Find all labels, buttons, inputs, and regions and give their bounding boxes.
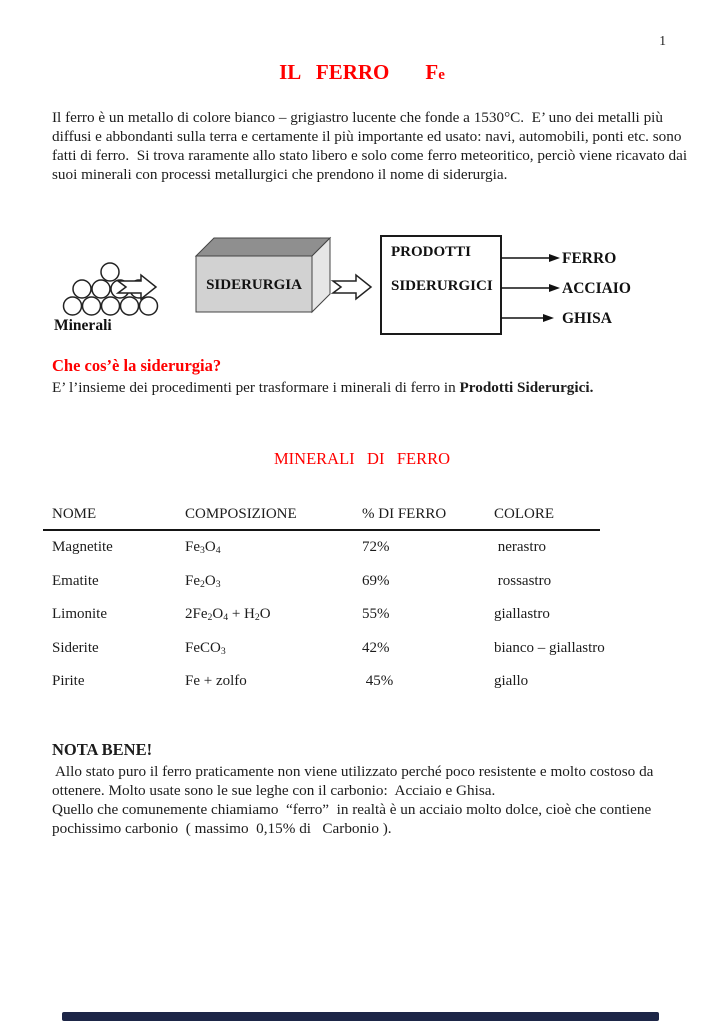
mineral-percent: 72% [362, 539, 390, 555]
mineral-color: bianco – giallastro [494, 639, 605, 656]
mineral-name: Siderite [52, 639, 99, 656]
prodotti-label-line1: PRODOTTI [391, 244, 471, 260]
prodotti-label-line2: SIDERURGICI [391, 278, 493, 294]
siderurgia-label: SIDERURGIA [206, 277, 302, 293]
mineral-color: giallo [494, 673, 529, 689]
mineral-percent: 42% [362, 639, 390, 656]
mineral-name: Pirite [52, 673, 85, 689]
col-header-composizione: COMPOSIZIONE [185, 506, 297, 522]
mineral-color: rossastro [494, 572, 552, 589]
flow-arrow-1-icon [115, 273, 158, 301]
col-header-colore: COLORE [494, 506, 554, 522]
minerals-section-heading: MINERALI DI FERRO [274, 449, 450, 468]
page-title: IL FERRO Fe [0, 60, 724, 85]
mineral-name: Limonite [52, 606, 107, 622]
output-label-acciaio: ACCIAIO [562, 280, 631, 297]
siderurgia-box [194, 236, 332, 314]
mineral-percent: 69% [362, 572, 390, 589]
siderurgia-question-heading: Che cos’è la siderurgia? [52, 356, 222, 375]
mineral-percent: 55% [362, 606, 390, 622]
page-number: 1 [659, 33, 666, 48]
mineral-formula: Fe3O4 [185, 539, 221, 556]
table-row: Ematite Fe2O3 69% rossastro [43, 573, 600, 607]
table-body: Magnetite Fe3O4 72% nerastro Ematite Fe2… [43, 539, 605, 707]
table-row: Pirite Fe + zolfo 45% giallo [43, 673, 600, 707]
nota-bene-paragraph: Allo stato puro il ferro praticamente no… [52, 763, 654, 837]
mineral-name: Ematite [52, 572, 99, 589]
element-symbol-f: F [425, 60, 439, 84]
definition-bold-text: Prodotti Siderurgici. [459, 379, 594, 396]
mineral-formula: Fe2O3 [185, 572, 221, 590]
intro-paragraph: Il ferro è un metallo di colore bianco –… [52, 109, 688, 183]
mineral-formula: Fe + zolfo [185, 673, 247, 689]
bottom-scrollbar[interactable] [62, 1012, 659, 1021]
col-header-nome: NOME [52, 506, 97, 522]
table-row: Limonite 2Fe2O4 + H2O 55% giallastro [43, 606, 600, 640]
minerali-label: Minerali [54, 317, 112, 334]
prodotti-box [380, 235, 502, 335]
mineral-name: Magnetite [52, 539, 113, 555]
siderurgia-flow-diagram: Minerali SIDERURGIA PRODOTTI SIDERURGICI… [54, 235, 631, 335]
output-arrowheads [543, 254, 560, 322]
nota-bene-heading: NOTA BENE! [52, 740, 153, 759]
col-header-percento-ferro: % DI FERRO [362, 506, 447, 522]
mineral-formula: FeCO3 [185, 639, 226, 657]
mineral-formula: 2Fe2O4 + H2O [185, 606, 271, 623]
minerals-table: NOME COMPOSIZIONE % DI FERRO COLORE Magn… [43, 506, 605, 707]
table-row: Magnetite Fe3O4 72% nerastro [43, 539, 600, 573]
mineral-percent: 45% [362, 673, 394, 689]
siderurgia-definition: E’ l’insieme dei procedimenti per trasfo… [52, 379, 593, 397]
title-text: IL FERRO [279, 60, 390, 84]
flow-arrow-2-icon [330, 273, 373, 301]
definition-text: E’ l’insieme dei procedimenti per trasfo… [52, 379, 460, 396]
element-symbol-e: e [438, 67, 445, 83]
mineral-color: nerastro [494, 539, 547, 555]
table-row: Siderite FeCO3 42% bianco – giallastro [43, 639, 605, 674]
mineral-color: giallastro [494, 606, 550, 622]
output-label-ferro: FERRO [562, 250, 616, 267]
table-header-row: NOME COMPOSIZIONE % DI FERRO COLORE [43, 506, 600, 531]
output-label-ghisa: GHISA [562, 310, 613, 327]
output-arrows [501, 257, 549, 319]
